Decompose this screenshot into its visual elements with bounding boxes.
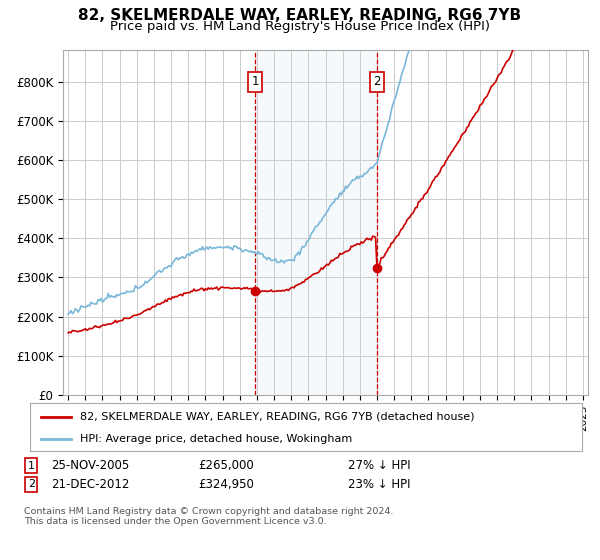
- Text: 2: 2: [373, 75, 381, 88]
- Text: Price paid vs. HM Land Registry's House Price Index (HPI): Price paid vs. HM Land Registry's House …: [110, 20, 490, 32]
- Text: £265,000: £265,000: [198, 459, 254, 473]
- Text: £324,950: £324,950: [198, 478, 254, 491]
- Text: 1: 1: [251, 75, 259, 88]
- Text: 27% ↓ HPI: 27% ↓ HPI: [348, 459, 410, 473]
- Text: 82, SKELMERDALE WAY, EARLEY, READING, RG6 7YB: 82, SKELMERDALE WAY, EARLEY, READING, RG…: [79, 8, 521, 24]
- Text: 82, SKELMERDALE WAY, EARLEY, READING, RG6 7YB (detached house): 82, SKELMERDALE WAY, EARLEY, READING, RG…: [80, 412, 474, 422]
- Text: 1: 1: [28, 461, 35, 471]
- Text: 2: 2: [28, 479, 35, 489]
- Bar: [256, 50, 377, 395]
- Text: HPI: Average price, detached house, Wokingham: HPI: Average price, detached house, Woki…: [80, 434, 352, 444]
- Text: 23% ↓ HPI: 23% ↓ HPI: [348, 478, 410, 491]
- Text: 21-DEC-2012: 21-DEC-2012: [51, 478, 130, 491]
- Text: Contains HM Land Registry data © Crown copyright and database right 2024.
This d: Contains HM Land Registry data © Crown c…: [24, 507, 394, 526]
- Text: 25-NOV-2005: 25-NOV-2005: [51, 459, 129, 473]
